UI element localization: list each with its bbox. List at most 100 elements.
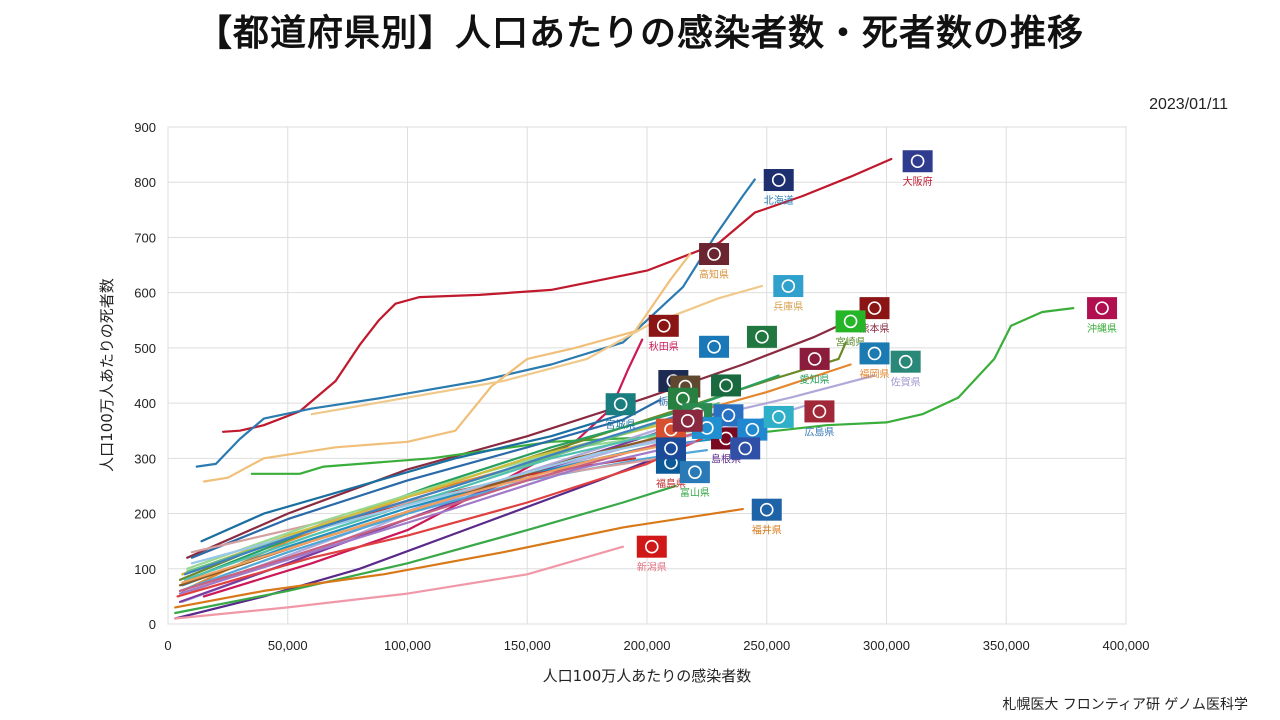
prefecture-label: 大阪府 [903, 175, 933, 188]
series-line [222, 157, 893, 433]
emblem-icon [807, 352, 822, 366]
emblem-icon [707, 247, 721, 261]
series-line [174, 545, 625, 620]
series-line [183, 429, 673, 581]
flag-icon [902, 150, 933, 173]
prefecture-label: 熊本県 [860, 322, 890, 335]
flag-icon [679, 461, 710, 484]
series-line [195, 178, 756, 468]
flag-icon [699, 335, 730, 358]
prefecture-label: 愛知県 [800, 373, 830, 386]
flag-icon [699, 243, 730, 266]
prefecture-markers: 大阪府北海道高知県兵庫県熊本県沖縄県秋田県宮崎県福岡県佐賀県愛知県広島県宮城県栃… [605, 150, 1118, 574]
prefecture-label: 高知県 [699, 268, 729, 281]
prefecture-marker: 秋田県 [648, 314, 679, 353]
prefecture-label: 北海道 [764, 194, 794, 207]
emblem-icon [656, 318, 671, 333]
x-tick-label: 200,000 [624, 638, 671, 653]
prefecture-marker: 高知県 [699, 243, 730, 281]
credit-text: 札幌医大 フロンティア研 ゲノム医科学 [1002, 697, 1248, 713]
prefecture-label: 宮崎県 [836, 335, 866, 348]
x-tick-label: 50,000 [268, 638, 308, 653]
prefecture-label: 新潟県 [637, 561, 667, 574]
flag-icon [751, 498, 782, 521]
flag-icon [859, 297, 890, 320]
emblem-icon [688, 465, 702, 479]
y-tick-label: 0 [149, 617, 156, 632]
prefecture-marker [699, 335, 730, 358]
x-tick-label: 150,000 [504, 638, 551, 653]
flag-icon [835, 310, 866, 333]
prefecture-marker [655, 437, 686, 460]
series-line [250, 307, 1075, 475]
series-line [190, 399, 661, 559]
date-label: 2023/01/11 [1149, 96, 1228, 113]
emblem-icon [644, 539, 659, 554]
emblem-icon [867, 301, 882, 315]
prefecture-label: 佐賀県 [891, 377, 921, 389]
prefecture-marker: 佐賀県 [890, 350, 921, 389]
flag-icon [746, 325, 777, 348]
prefecture-label: 広島県 [804, 425, 834, 438]
emblem-icon [812, 404, 827, 419]
emblem-icon [613, 397, 628, 412]
prefecture-marker [730, 437, 761, 460]
prefecture-marker: 熊本県 [859, 297, 890, 335]
prefecture-marker: 沖縄県 [1087, 297, 1118, 335]
prefecture-label: 秋田県 [649, 340, 679, 353]
prefecture-marker [746, 325, 777, 348]
prefecture-marker: 北海道 [763, 169, 794, 207]
emblem-icon [771, 410, 786, 424]
y-tick-label: 900 [134, 120, 156, 135]
series-line [190, 374, 876, 593]
prefecture-marker: 福岡県 [859, 342, 890, 380]
prefecture-marker [737, 418, 768, 441]
prefecture-marker: 新潟県 [636, 535, 667, 574]
emblem-icon [910, 154, 925, 169]
axis-ticks: 0 50,000 100,000 150,000 200,000 250,000 300,0… [134, 120, 1149, 653]
x-tick-label: 100,000 [384, 638, 431, 653]
emblem-icon [755, 330, 769, 344]
prefecture-marker: 宮崎県 [835, 310, 866, 348]
x-tick-label: 350,000 [983, 638, 1030, 653]
flag-icon [672, 409, 703, 432]
prefecture-marker: 福井県 [751, 498, 782, 537]
prefecture-marker: 富山県 [679, 461, 710, 499]
series-line [174, 508, 744, 609]
series-line [202, 252, 692, 483]
emblem-icon [721, 408, 736, 423]
emblem-icon [680, 413, 695, 428]
y-axis-title: 人口100万人あたりの死者数 [98, 278, 116, 472]
prefecture-marker: 広島県 [804, 400, 835, 438]
emblem-icon [898, 354, 913, 369]
series-line [186, 313, 864, 559]
prefecture-label: 福井県 [752, 524, 782, 537]
flag-icon [1087, 297, 1118, 320]
y-tick-label: 300 [134, 451, 156, 466]
emblem-icon [867, 346, 882, 361]
series-line [181, 440, 685, 584]
flag-icon [655, 437, 686, 460]
prefecture-label: 沖縄県 [1087, 322, 1117, 335]
prefecture-marker [711, 374, 742, 397]
prefecture-marker: 兵庫県 [773, 275, 804, 313]
series-line [178, 440, 697, 595]
y-tick-label: 200 [134, 507, 156, 522]
prefecture-marker: 宮城県 [605, 393, 636, 431]
flag-icon [763, 169, 794, 192]
emblem-icon [707, 339, 721, 354]
y-tick-label: 700 [134, 230, 156, 245]
flag-icon [890, 350, 921, 373]
prefecture-label: 宮城県 [606, 418, 636, 431]
flag-icon [730, 437, 761, 460]
flag-icon [648, 314, 679, 337]
prefecture-marker [763, 405, 794, 428]
emblem-icon [781, 279, 796, 293]
flag-icon [763, 405, 794, 428]
series-line [310, 284, 764, 416]
emblem-icon [738, 441, 752, 456]
y-tick-label: 400 [134, 396, 156, 411]
flag-icon [799, 347, 830, 370]
emblem-icon [745, 422, 760, 437]
